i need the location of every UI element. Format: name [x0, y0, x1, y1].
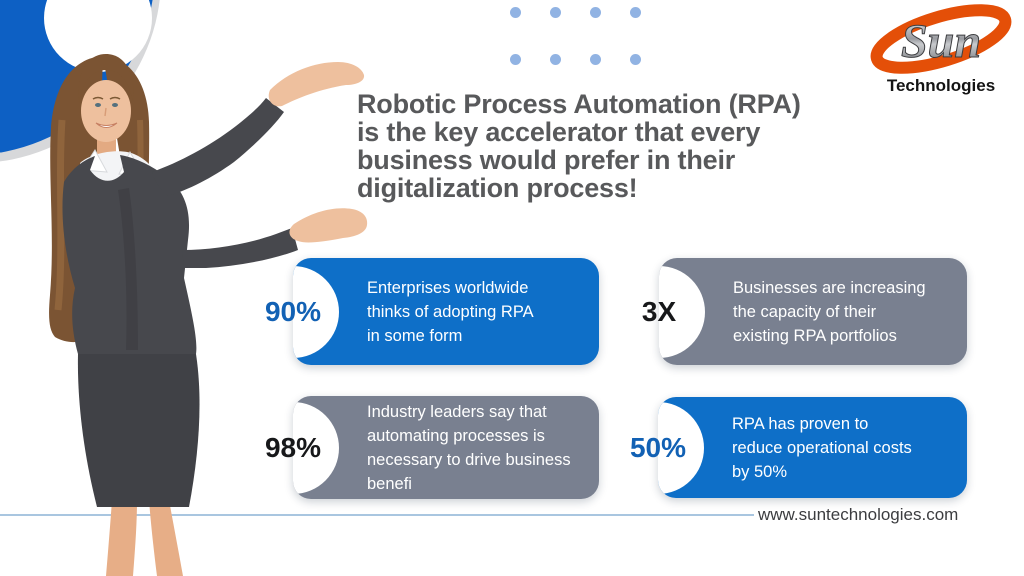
- stat-3x: Businesses are increasing the capacity o…: [642, 258, 967, 365]
- lower-arm-sleeve: [182, 228, 298, 268]
- skirt: [77, 354, 200, 507]
- crescent-inner-disc: [44, 0, 152, 72]
- dot: [510, 54, 521, 65]
- dot: [510, 7, 521, 18]
- leg: [149, 500, 183, 576]
- stat-value: 90%: [264, 295, 322, 327]
- eyebrow: [109, 96, 121, 100]
- website-url: www.suntechnologies.com: [758, 505, 959, 524]
- sun-technologies-logo: Sun Technologies: [870, 4, 1012, 95]
- leg: [106, 500, 137, 576]
- footer-divider-line: [0, 514, 754, 516]
- logo-name: Sun: [901, 15, 981, 68]
- eyebrow: [92, 96, 104, 100]
- presenter-photo: [49, 54, 368, 576]
- jacket-shadow: [118, 188, 138, 350]
- stat-card-bubble: Industry leaders say that automating pro…: [293, 396, 599, 499]
- nose: [104, 107, 107, 117]
- dot: [630, 7, 641, 18]
- smile: [95, 122, 118, 128]
- dot: [590, 7, 601, 18]
- lower-hand: [289, 208, 368, 243]
- upper-arm-sleeve: [152, 98, 284, 196]
- eye: [95, 103, 101, 107]
- slide-title: Robotic Process Automation (RPA) is the …: [357, 89, 801, 203]
- dots-pattern: [510, 7, 641, 65]
- stat-card-bubble: Businesses are increasing the capacity o…: [659, 258, 967, 365]
- stat-98-percent: Industry leaders say that automating pro…: [265, 396, 599, 499]
- stat-text: RPA has proven to reduce operational cos…: [732, 414, 912, 481]
- hair-bangs: [78, 54, 134, 102]
- stat-value: 50%: [629, 431, 687, 463]
- upper-hand: [268, 62, 365, 107]
- logo-orange-ring: [870, 4, 1012, 74]
- stat-text: Businesses are increasing the capacity o…: [733, 278, 926, 345]
- stat-card-bubble: RPA has proven to reduce operational cos…: [658, 397, 967, 498]
- logo-tagline: Technologies: [887, 76, 995, 95]
- stat-value: 98%: [264, 431, 322, 463]
- stat-text: Industry leaders say that automating pro…: [367, 402, 571, 493]
- stat-card-bubble: Enterprises worldwide thinks of adopting…: [293, 258, 599, 365]
- hair-highlight: [54, 119, 66, 311]
- stat-text: Enterprises worldwide thinks of adopting…: [367, 278, 534, 345]
- stat-50-percent: RPA has proven to reduce operational cos…: [630, 397, 967, 498]
- eye: [112, 103, 118, 107]
- stat-90-percent: Enterprises worldwide thinks of adopting…: [265, 258, 599, 365]
- dot: [590, 54, 601, 65]
- stat-value: 3X: [641, 295, 677, 327]
- dot: [630, 54, 641, 65]
- dot: [550, 7, 561, 18]
- dot: [550, 54, 561, 65]
